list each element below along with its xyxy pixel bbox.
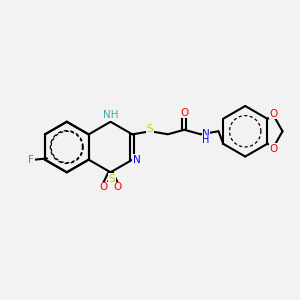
Text: O: O [270, 144, 278, 154]
Text: O: O [113, 182, 121, 192]
Text: O: O [100, 182, 108, 192]
Text: S: S [147, 124, 153, 134]
Text: NH: NH [103, 110, 118, 120]
Text: F: F [28, 155, 34, 165]
Text: S: S [109, 174, 115, 184]
Text: N: N [202, 129, 210, 139]
Text: H: H [202, 135, 209, 145]
Text: O: O [181, 108, 189, 118]
Text: N: N [133, 155, 141, 165]
Text: O: O [270, 109, 278, 118]
